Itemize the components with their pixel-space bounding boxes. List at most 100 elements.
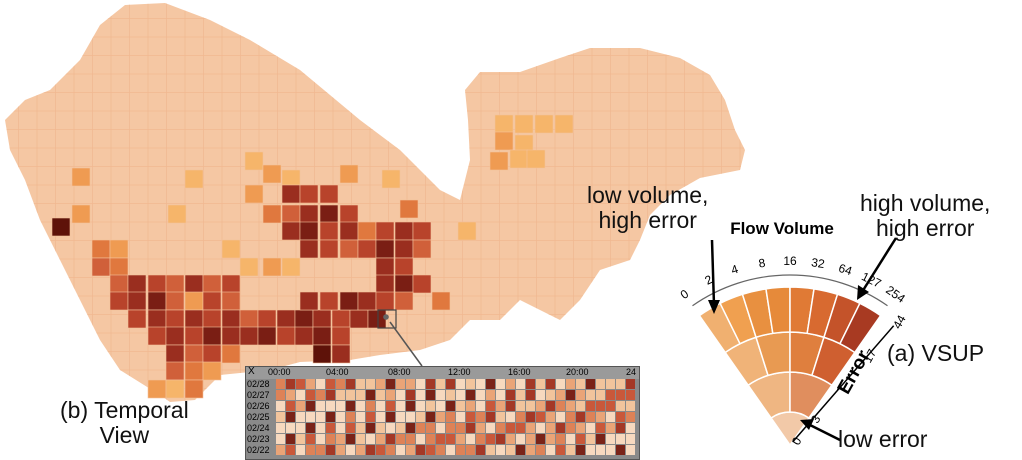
heat-cell [376, 401, 385, 411]
heat-cell [556, 412, 565, 422]
heat-cell [586, 423, 595, 433]
heat-cell [426, 401, 435, 411]
map-cell [457, 221, 477, 241]
heat-cell [536, 423, 545, 433]
map-cell [299, 239, 319, 259]
map-cell [375, 239, 395, 259]
label-low-error: low error [838, 426, 928, 452]
selected-cell-dot [383, 314, 389, 320]
map-cell [339, 291, 359, 311]
heat-cell [516, 423, 525, 433]
heat-cell [616, 412, 625, 422]
map-cell [244, 184, 264, 204]
heat-cell [396, 434, 405, 444]
heat-cell [456, 412, 465, 422]
heat-cell [566, 379, 575, 389]
heat-cell [566, 412, 575, 422]
heat-cell [616, 401, 625, 411]
heat-cell [416, 412, 425, 422]
heat-cell [286, 412, 295, 422]
heat-cell [566, 401, 575, 411]
map-cell [165, 309, 185, 329]
temporal-heatmap [276, 379, 635, 455]
map-cell [91, 239, 111, 259]
heat-cell [326, 423, 335, 433]
map-cell [375, 291, 395, 311]
heat-cell [306, 434, 315, 444]
heat-cell [606, 445, 615, 455]
heat-cell [576, 390, 585, 400]
map-cell [399, 199, 419, 219]
map-cell [147, 379, 167, 399]
heat-cell [436, 390, 445, 400]
heat-cell [316, 379, 325, 389]
heat-cell [366, 445, 375, 455]
heat-cell [386, 434, 395, 444]
heat-cell [376, 423, 385, 433]
heat-cell [456, 401, 465, 411]
map-cell [375, 274, 395, 294]
map-cell [221, 274, 241, 294]
heat-cell [316, 401, 325, 411]
map-cell [165, 361, 185, 381]
heat-cell [566, 423, 575, 433]
heat-cell [476, 434, 485, 444]
heat-cell [416, 423, 425, 433]
map-cell [339, 239, 359, 259]
map-cell [221, 291, 241, 311]
heat-cell [586, 445, 595, 455]
heat-cell [576, 401, 585, 411]
heat-cell [306, 412, 315, 422]
heat-cell [326, 401, 335, 411]
heat-cell [346, 390, 355, 400]
heat-cell [496, 445, 505, 455]
heat-cell [276, 423, 285, 433]
heat-cell [286, 434, 295, 444]
label-line: low volume, [587, 182, 709, 208]
map-cell [221, 326, 241, 346]
map-cell [526, 149, 546, 169]
heat-cell [456, 390, 465, 400]
heat-cell [446, 434, 455, 444]
map-cell [109, 291, 129, 311]
error-tick-label: 44 [890, 312, 909, 331]
heat-cell [516, 390, 525, 400]
heat-cell [276, 401, 285, 411]
heat-cell [466, 412, 475, 422]
map-cell [394, 257, 414, 277]
vsup-cells [698, 286, 882, 447]
heat-cell [546, 379, 555, 389]
map-cell [184, 291, 204, 311]
heat-cell [366, 423, 375, 433]
volume-tick-label: 4 [729, 262, 740, 277]
temporal-header: X 00:00 04:00 08:00 12:00 16:00 20:00 24 [246, 367, 639, 379]
heat-cell [306, 379, 315, 389]
time-label: 00:00 [268, 367, 291, 377]
heat-cell [586, 379, 595, 389]
heat-cell [606, 423, 615, 433]
map-cell [394, 274, 414, 294]
heat-cell [586, 412, 595, 422]
close-icon[interactable]: X [248, 366, 255, 377]
heat-cell [546, 390, 555, 400]
map-cell [299, 184, 319, 204]
heat-cell [376, 379, 385, 389]
heat-cell [566, 390, 575, 400]
heat-cell [536, 401, 545, 411]
heat-cell [446, 390, 455, 400]
map-cell [394, 291, 414, 311]
heat-cell [606, 390, 615, 400]
heat-cell [616, 434, 625, 444]
heat-cell [496, 423, 505, 433]
map-cell [281, 257, 301, 277]
heat-cell [616, 423, 625, 433]
map-cell [375, 257, 395, 277]
heat-cell [356, 423, 365, 433]
heat-cell [386, 390, 395, 400]
heat-cell [526, 401, 535, 411]
heat-cell [506, 434, 515, 444]
heat-cell [456, 379, 465, 389]
heat-cell [466, 401, 475, 411]
heat-cell [326, 412, 335, 422]
